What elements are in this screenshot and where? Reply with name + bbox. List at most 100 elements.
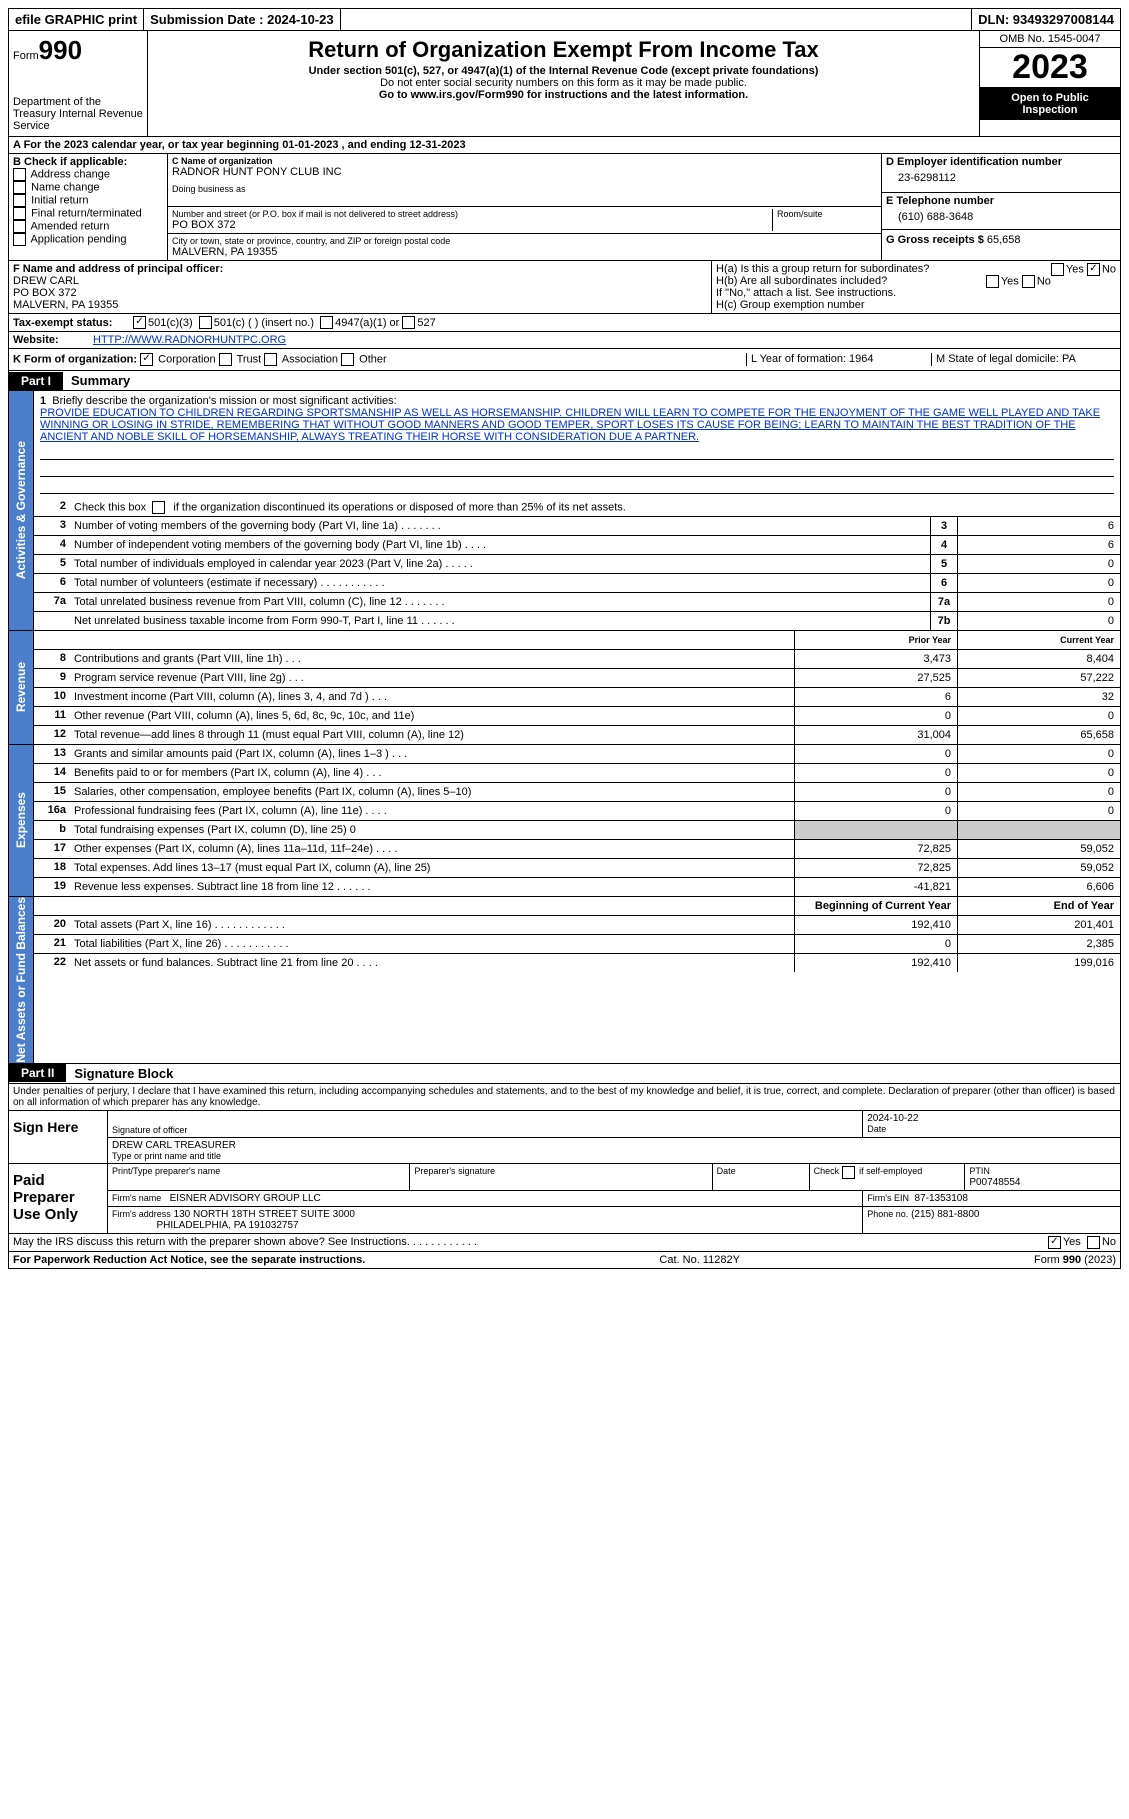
checkbox-icon[interactable]: ✓ [133,316,146,329]
omb-number: OMB No. 1545-0047 [980,31,1120,47]
table-row: 22Net assets or fund balances. Subtract … [34,954,1120,972]
table-row: 7aTotal unrelated business revenue from … [34,593,1120,612]
section-klm: K Form of organization: ✓ Corporation Tr… [8,349,1121,371]
section-l: L Year of formation: 1964 [746,353,931,366]
b-item: Final return/terminated [13,207,163,220]
checkbox-icon[interactable] [219,353,232,366]
checkbox-icon[interactable] [264,353,277,366]
side-label-gov: Activities & Governance [9,391,34,630]
dba-label: Doing business as [172,184,877,194]
room-label: Room/suite [777,209,877,219]
line-j: Website: HTTP://WWW.RADNORHUNTPC.ORG [8,332,1121,349]
discuss-row: May the IRS discuss this return with the… [8,1234,1121,1252]
part1-header: Part I Summary [8,371,1121,391]
checkbox-icon[interactable] [341,353,354,366]
b-item: Name change [13,181,163,194]
checkbox-icon[interactable] [199,316,212,329]
table-row: 12Total revenue—add lines 8 through 11 (… [34,726,1120,744]
submission-date: Submission Date : 2024-10-23 [144,9,341,30]
part1-label: Part I [9,372,63,390]
checkbox-icon[interactable] [13,233,26,246]
form-number: 990 [39,35,82,65]
footer-mid: Cat. No. 11282Y [659,1254,740,1266]
checkbox-icon[interactable] [1022,275,1035,288]
b-label: B Check if applicable: [13,156,163,168]
checkbox-icon[interactable] [842,1166,855,1179]
table-row: 20Total assets (Part X, line 16) . . . .… [34,916,1120,935]
checkbox-icon[interactable] [986,275,999,288]
officer-addr1: PO BOX 372 [13,287,707,299]
city: MALVERN, PA 19355 [172,246,877,258]
inspection-label: Open to Public Inspection [980,88,1120,120]
table-row: 21Total liabilities (Part X, line 26) . … [34,935,1120,954]
netassets-section: Net Assets or Fund Balances Beginning of… [8,897,1121,1064]
paid-preparer-block: Paid Preparer Use Only Print/Type prepar… [8,1164,1121,1234]
checkbox-icon[interactable] [13,220,26,233]
table-row: 19Revenue less expenses. Subtract line 1… [34,878,1120,896]
table-row: 6Total number of volunteers (estimate if… [34,574,1120,593]
part1-title: Summary [63,371,138,390]
page-footer: For Paperwork Reduction Act Notice, see … [8,1252,1121,1269]
officer-addr2: MALVERN, PA 19355 [13,299,707,311]
checkbox-icon[interactable] [1087,1236,1100,1249]
footer-left: For Paperwork Reduction Act Notice, see … [13,1254,365,1266]
table-row: 3Number of voting members of the governi… [34,517,1120,536]
header-right: OMB No. 1545-0047 2023 Open to Public In… [979,31,1120,136]
header-row: Prior Year Current Year [34,631,1120,650]
b-item: Initial return [13,194,163,207]
form-title: Return of Organization Exempt From Incom… [152,37,975,63]
checkbox-icon[interactable] [402,316,415,329]
side-label-rev: Revenue [9,631,34,744]
line-1: 1 Briefly describe the organization's mi… [34,391,1120,498]
checkbox-icon[interactable] [13,181,26,194]
checkbox-icon[interactable] [13,194,26,207]
table-row: 14Benefits paid to or for members (Part … [34,764,1120,783]
f-label: F Name and address of principal officer: [13,263,707,275]
form-label: Form [13,50,39,62]
dept-label: Department of the Treasury Internal Reve… [13,96,143,132]
part2-label: Part II [9,1064,66,1082]
hb-note: If "No," attach a list. See instructions… [716,287,1116,299]
checkbox-icon[interactable]: ✓ [140,353,153,366]
expenses-section: Expenses 13Grants and similar amounts pa… [8,745,1121,897]
b-item: Amended return [13,220,163,233]
ssn-note: Do not enter social security numbers on … [152,77,975,89]
checkbox-icon[interactable] [320,316,333,329]
table-row: 11Other revenue (Part VIII, column (A), … [34,707,1120,726]
goto-link[interactable]: Go to www.irs.gov/Form990 for instructio… [152,89,975,101]
section-m: M State of legal domicile: PA [931,353,1116,366]
checkbox-icon[interactable] [13,168,26,181]
officer-name: DREW CARL [13,275,707,287]
efile-label: efile GRAPHIC print [9,9,144,30]
table-row: 5Total number of individuals employed in… [34,555,1120,574]
section-d: D Employer identification number 23-6298… [882,154,1120,260]
footer-right: Form 990 (2023) [1034,1254,1116,1266]
table-row: 18Total expenses. Add lines 13–17 (must … [34,859,1120,878]
table-row: Net unrelated business taxable income fr… [34,612,1120,630]
penalties-text: Under penalties of perjury, I declare th… [8,1084,1121,1111]
c-name-label: C Name of organization [172,156,877,166]
spacer [341,9,973,30]
checkbox-icon[interactable] [152,501,165,514]
table-row: bTotal fundraising expenses (Part IX, co… [34,821,1120,840]
section-k: K Form of organization: ✓ Corporation Tr… [13,353,746,366]
checkbox-icon[interactable]: ✓ [1048,1236,1061,1249]
part2-title: Signature Block [66,1064,181,1083]
line-i: Tax-exempt status: ✓ 501(c)(3) 501(c) ( … [8,314,1121,332]
line-a: A For the 2023 calendar year, or tax yea… [8,137,1121,154]
website-link[interactable]: HTTP://WWW.RADNORHUNTPC.ORG [93,334,286,346]
line-2: 2 Check this box if the organization dis… [34,498,1120,517]
checkbox-icon[interactable]: ✓ [1087,263,1100,276]
table-row: 15Salaries, other compensation, employee… [34,783,1120,802]
ein: 23-6298112 [886,168,1116,188]
form-header: Form990 Department of the Treasury Inter… [8,31,1121,137]
paid-label: Paid Preparer Use Only [9,1164,108,1233]
gross-label: G Gross receipts $ [886,234,984,246]
checkbox-icon[interactable] [13,207,26,220]
table-row: 8Contributions and grants (Part VIII, li… [34,650,1120,669]
tax-year: 2023 [980,47,1120,88]
side-label-exp: Expenses [9,745,34,896]
checkbox-icon[interactable] [1051,263,1064,276]
street-label: Number and street (or P.O. box if mail i… [172,209,772,219]
dln: DLN: 93493297008144 [972,9,1120,30]
